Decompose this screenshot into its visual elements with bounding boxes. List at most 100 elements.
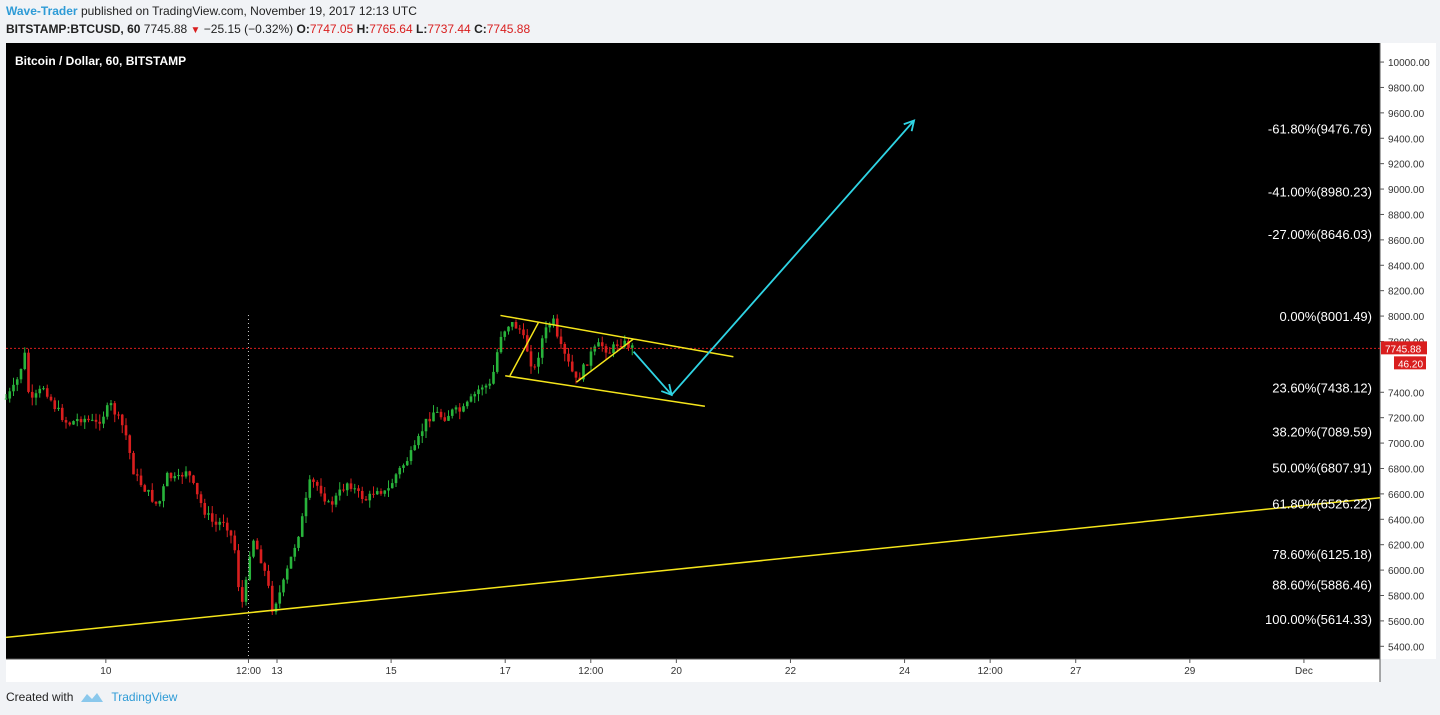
candle-body	[177, 474, 180, 477]
high-label: H:	[356, 22, 370, 36]
candle-body	[454, 407, 458, 410]
candle-body	[229, 530, 233, 536]
countdown-label: 46.20	[1398, 359, 1423, 370]
candle-body	[619, 346, 623, 348]
low-label: L:	[416, 22, 428, 36]
time-axis[interactable]	[6, 659, 1380, 682]
fib-label: -27.00%(8646.03)	[1268, 227, 1372, 242]
candle-body	[210, 513, 214, 522]
candle-body	[259, 549, 263, 564]
candle-body	[555, 318, 559, 337]
candle-body	[113, 403, 117, 415]
candle-body	[150, 489, 154, 502]
fib-label: 78.60%(6125.18)	[1272, 547, 1372, 562]
candle-body	[627, 340, 630, 348]
arrow-head-icon	[903, 119, 916, 132]
x-tick-label: 12:00	[578, 666, 603, 677]
candle-body	[319, 485, 323, 494]
candle-body	[23, 352, 27, 370]
candle-body	[53, 400, 57, 410]
candle-body	[578, 377, 582, 380]
y-tick-label: 9400.00	[1388, 134, 1425, 145]
candle-body	[330, 501, 334, 505]
candle-body	[548, 324, 552, 328]
candle-body	[338, 489, 342, 496]
candle-body	[38, 388, 42, 394]
candle-body	[109, 403, 113, 406]
candle-body	[390, 483, 394, 489]
trend-line[interactable]	[500, 314, 734, 358]
candle-body	[192, 475, 195, 483]
candle-body	[424, 418, 428, 432]
x-ticks: 10 12:00 13 15 17 12:00 20 22 24 12:00 27 29 Dec	[100, 659, 1313, 677]
candle-body	[623, 340, 627, 347]
y-tick-label: 7200.00	[1388, 414, 1425, 425]
candle-body	[357, 488, 360, 491]
y-tick-label: 8800.00	[1388, 210, 1425, 221]
candle-body	[567, 353, 570, 362]
fib-label: 100.00%(5614.33)	[1265, 612, 1372, 627]
fib-label: 0.00%(8001.49)	[1279, 309, 1372, 324]
candle-body	[173, 476, 177, 479]
candle-body	[529, 351, 533, 367]
candle-body	[469, 396, 473, 402]
candle-body	[323, 493, 327, 502]
candle-body	[4, 398, 8, 400]
x-tick-label: 17	[500, 666, 512, 677]
y-tick-label: 6400.00	[1388, 515, 1425, 526]
y-tick-label: 9000.00	[1388, 185, 1425, 196]
candle-body	[132, 452, 135, 475]
candle-body	[447, 415, 450, 421]
x-tick-label: 10	[100, 666, 112, 677]
candle-body	[169, 472, 173, 479]
candle-body	[19, 369, 23, 380]
trend-line[interactable]	[5, 496, 1381, 639]
candle-body	[285, 568, 289, 580]
candle-body	[90, 419, 94, 421]
candle-body	[252, 540, 255, 557]
candle-body	[105, 405, 109, 417]
candle-body	[244, 579, 248, 602]
candle-body	[402, 465, 405, 468]
trend-line[interactable]	[576, 338, 635, 383]
candle-body	[559, 336, 563, 345]
trend-line[interactable]	[509, 322, 540, 377]
candle-body	[514, 322, 518, 329]
y-tick-label: 6600.00	[1388, 490, 1425, 501]
candle-body	[353, 488, 357, 490]
author-link[interactable]: Wave-Trader	[6, 4, 78, 18]
candle-body	[480, 387, 484, 390]
candle-body	[154, 501, 158, 504]
candle-body	[458, 407, 462, 412]
candle-body	[64, 420, 68, 423]
y-tick-label: 6000.00	[1388, 566, 1425, 577]
high-value: 7765.64	[369, 22, 413, 36]
last-price-badge-label: 7745.88	[1385, 344, 1422, 355]
candle-body	[450, 409, 454, 416]
trend-line[interactable]	[505, 375, 705, 407]
footer: Created with TradingView	[6, 690, 177, 704]
y-tick-label: 7400.00	[1388, 388, 1425, 399]
candle-body	[462, 406, 465, 412]
candle-body	[214, 521, 218, 525]
candle-body	[533, 366, 537, 368]
x-tick-label: 12:00	[978, 666, 1003, 677]
low-value: 7737.44	[427, 22, 471, 36]
x-tick-label: 12:00	[236, 666, 261, 677]
candle-body	[42, 388, 45, 390]
candle-body	[499, 336, 503, 353]
candle-body	[612, 344, 615, 354]
y-tick-label: 7000.00	[1388, 439, 1425, 450]
candle-body	[443, 417, 447, 421]
candle-body	[597, 342, 600, 347]
candle-body	[394, 474, 398, 484]
candle-body	[184, 471, 188, 477]
fib-label: 38.20%(7089.59)	[1272, 425, 1372, 440]
candle-body	[364, 499, 368, 501]
candle-body	[379, 491, 383, 494]
tradingview-link[interactable]: TradingView	[111, 690, 178, 704]
candle-body	[218, 521, 222, 525]
close-value: 7745.88	[486, 22, 531, 36]
plot-area[interactable]	[6, 43, 1380, 659]
